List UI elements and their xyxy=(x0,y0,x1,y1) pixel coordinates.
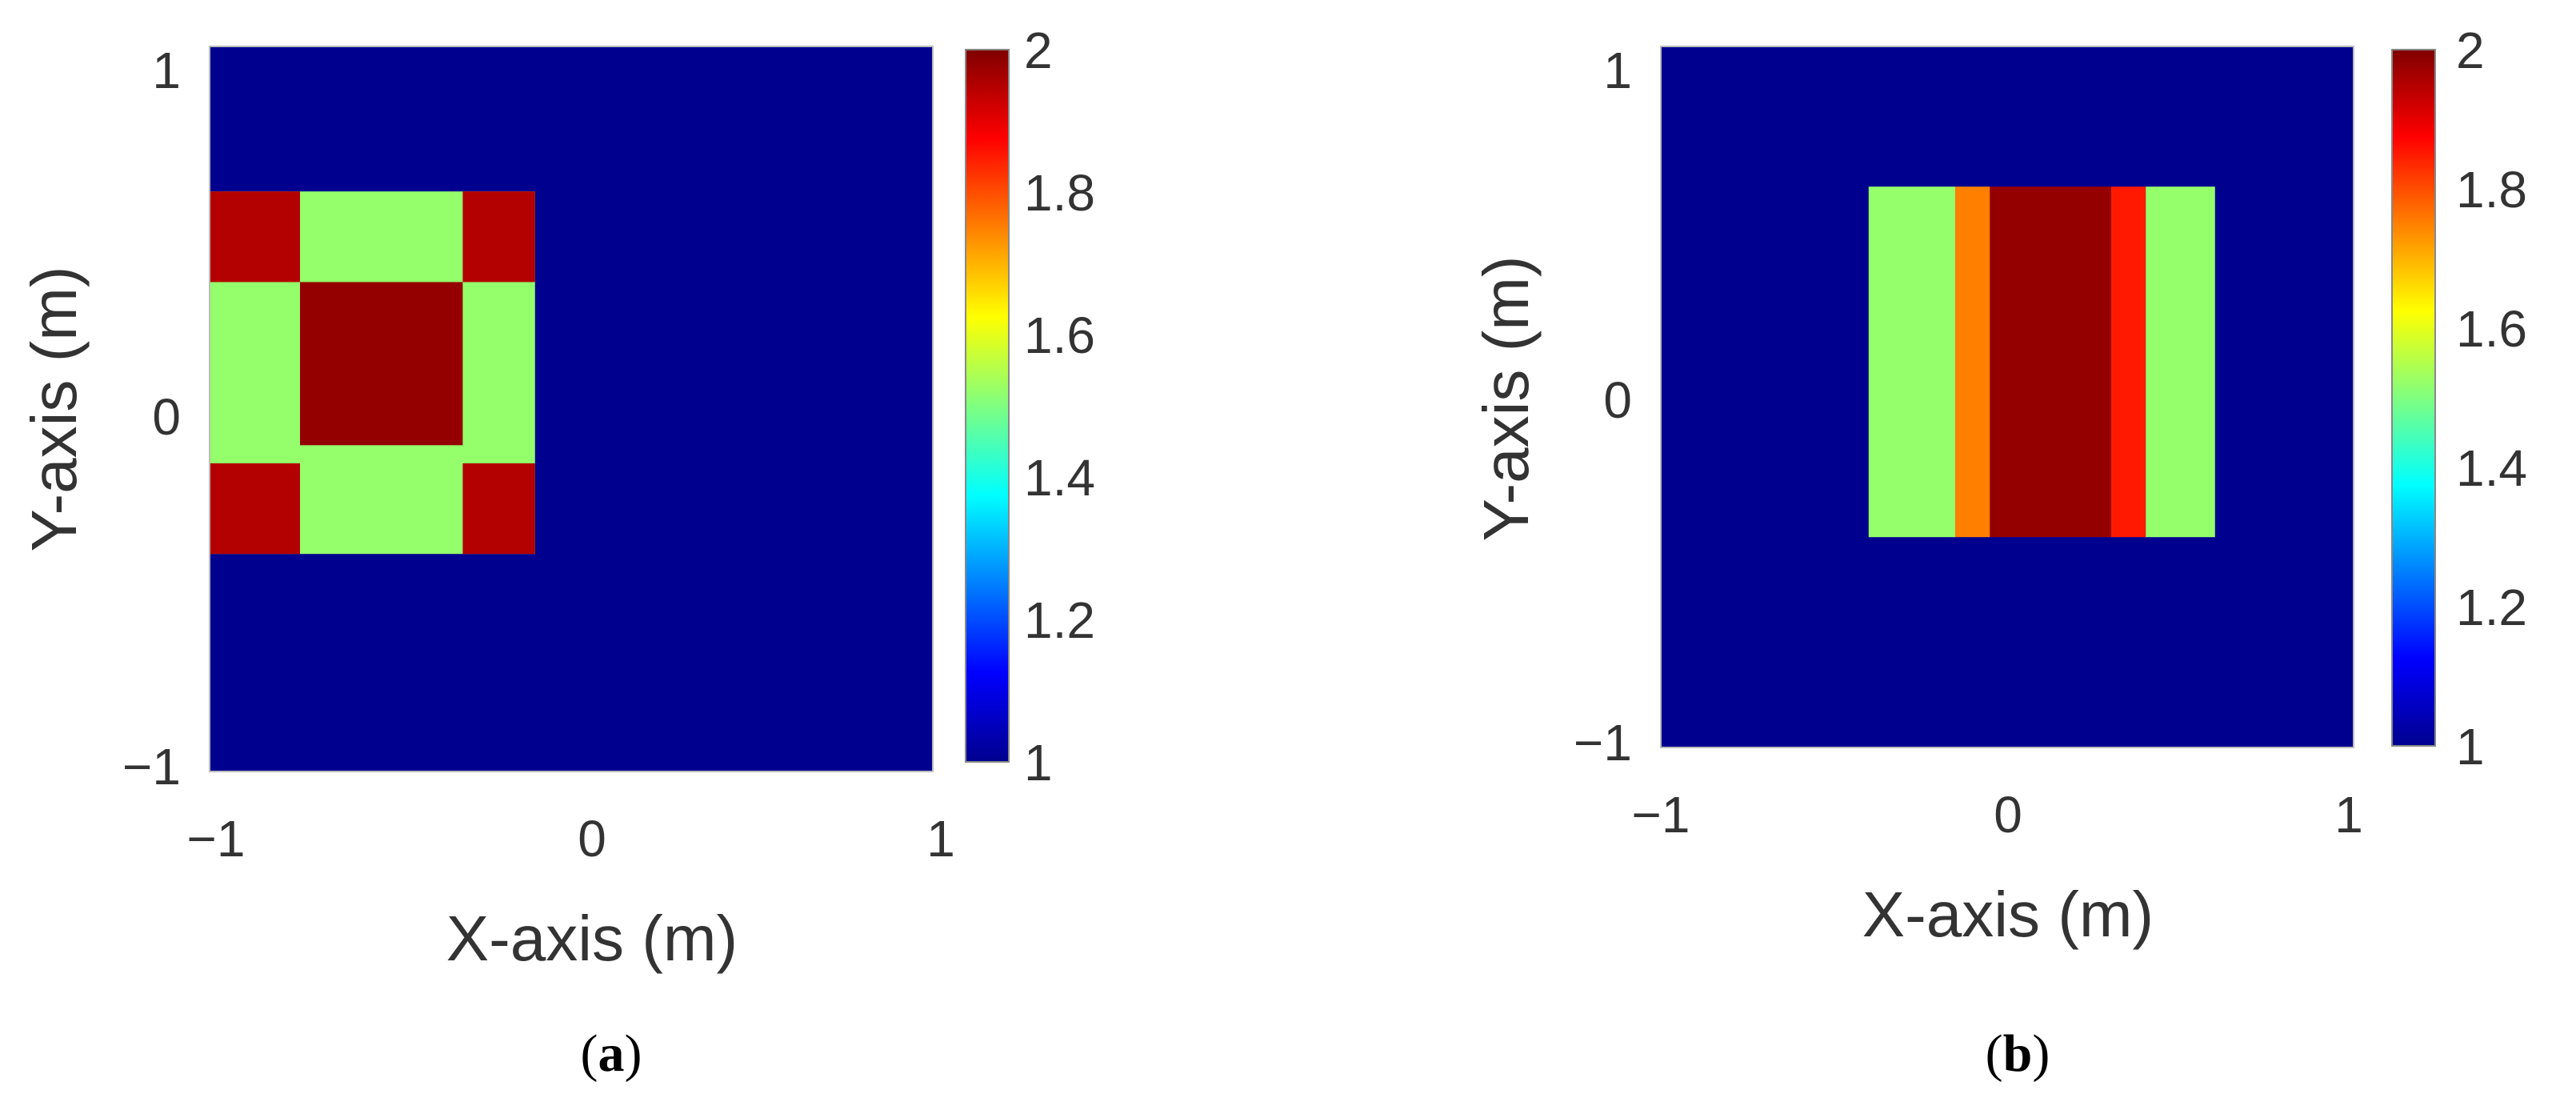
heatmap-region-left-edge xyxy=(1955,186,1990,538)
colorbar-tick-label: 2 xyxy=(1024,22,1053,79)
heatmap-region-center-block xyxy=(300,282,463,446)
colorbar-tick-label: 1.2 xyxy=(2456,579,2527,636)
colorbar-tick-label: 2 xyxy=(2456,22,2485,79)
x-axis-label-a: X-axis (m) xyxy=(446,903,738,974)
x-tick-label: 1 xyxy=(2334,786,2363,844)
heatmap-b xyxy=(1661,46,2354,747)
panel-label-a: (a) xyxy=(581,1024,642,1083)
colorbar-tick-label: 1.4 xyxy=(1024,449,1095,507)
x-tick-label: −1 xyxy=(1632,786,1690,844)
heatmap-region-corner-bottom-left xyxy=(210,463,300,555)
colorbar-tick-label: 1.8 xyxy=(2456,161,2527,218)
colorbar-tick-label: 1 xyxy=(1024,734,1053,791)
colorbar-gradient xyxy=(965,49,1010,763)
colorbar-gradient xyxy=(2391,49,2436,747)
colorbar-tick-label: 1.6 xyxy=(1024,307,1095,364)
y-tick-label: 1 xyxy=(152,42,181,99)
y-ticks-a: 1 0 −1 xyxy=(122,42,181,795)
colorbar-a: 1 1.2 1.4 1.6 1.8 2 xyxy=(965,22,1095,791)
x-ticks-a: −1 0 1 xyxy=(187,810,955,868)
panel-a: −1 0 1 1 0 −1 X-axis (m) Y-axis (m) 1 1.… xyxy=(18,22,1095,1083)
plot-frame-a xyxy=(209,46,934,772)
x-tick-label: 0 xyxy=(578,810,606,868)
y-ticks-b: 1 0 −1 xyxy=(1574,42,1632,771)
colorbar-tick-label: 1.8 xyxy=(1024,164,1095,222)
x-tick-label: 1 xyxy=(926,810,955,868)
y-axis-label-b: Y-axis (m) xyxy=(1470,255,1542,541)
heatmap-region-right-edge xyxy=(2110,186,2146,538)
panel-b: −1 0 1 1 0 −1 X-axis (m) Y-axis (m) 1 1.… xyxy=(1470,22,2527,1083)
heatmap-region-corner-bottom-right xyxy=(462,463,535,555)
y-tick-label: 0 xyxy=(1603,371,1632,429)
plot-frame-b xyxy=(1660,46,2354,748)
x-tick-label: −1 xyxy=(187,810,246,868)
heatmap-region-right-strip xyxy=(2146,186,2215,538)
y-tick-label: 1 xyxy=(1603,42,1632,99)
colorbar-b: 1 1.2 1.4 1.6 1.8 2 xyxy=(2391,22,2527,775)
heatmap-a xyxy=(210,46,933,771)
colorbar-tick-label: 1 xyxy=(2456,718,2485,775)
heatmap-region-corner-top-right xyxy=(462,191,535,283)
colorbar-tick-label: 1.6 xyxy=(2456,300,2527,358)
y-axis-label-a: Y-axis (m) xyxy=(18,266,90,551)
panel-label-b: (b) xyxy=(1986,1024,2050,1083)
y-tick-label: −1 xyxy=(1574,714,1632,771)
heatmap-region-corner-top-left xyxy=(210,191,300,283)
x-tick-label: 0 xyxy=(1994,786,2022,844)
heatmap-region-center-strip xyxy=(1990,186,2111,538)
colorbar-tick-label: 1.4 xyxy=(2456,439,2527,497)
x-ticks-b: −1 0 1 xyxy=(1632,786,2363,844)
y-tick-label: −1 xyxy=(122,738,181,795)
y-tick-label: 0 xyxy=(152,388,181,446)
colorbar-tick-label: 1.2 xyxy=(1024,591,1095,649)
x-axis-label-b: X-axis (m) xyxy=(1862,879,2154,950)
heatmap-region-left-strip xyxy=(1868,186,1956,538)
